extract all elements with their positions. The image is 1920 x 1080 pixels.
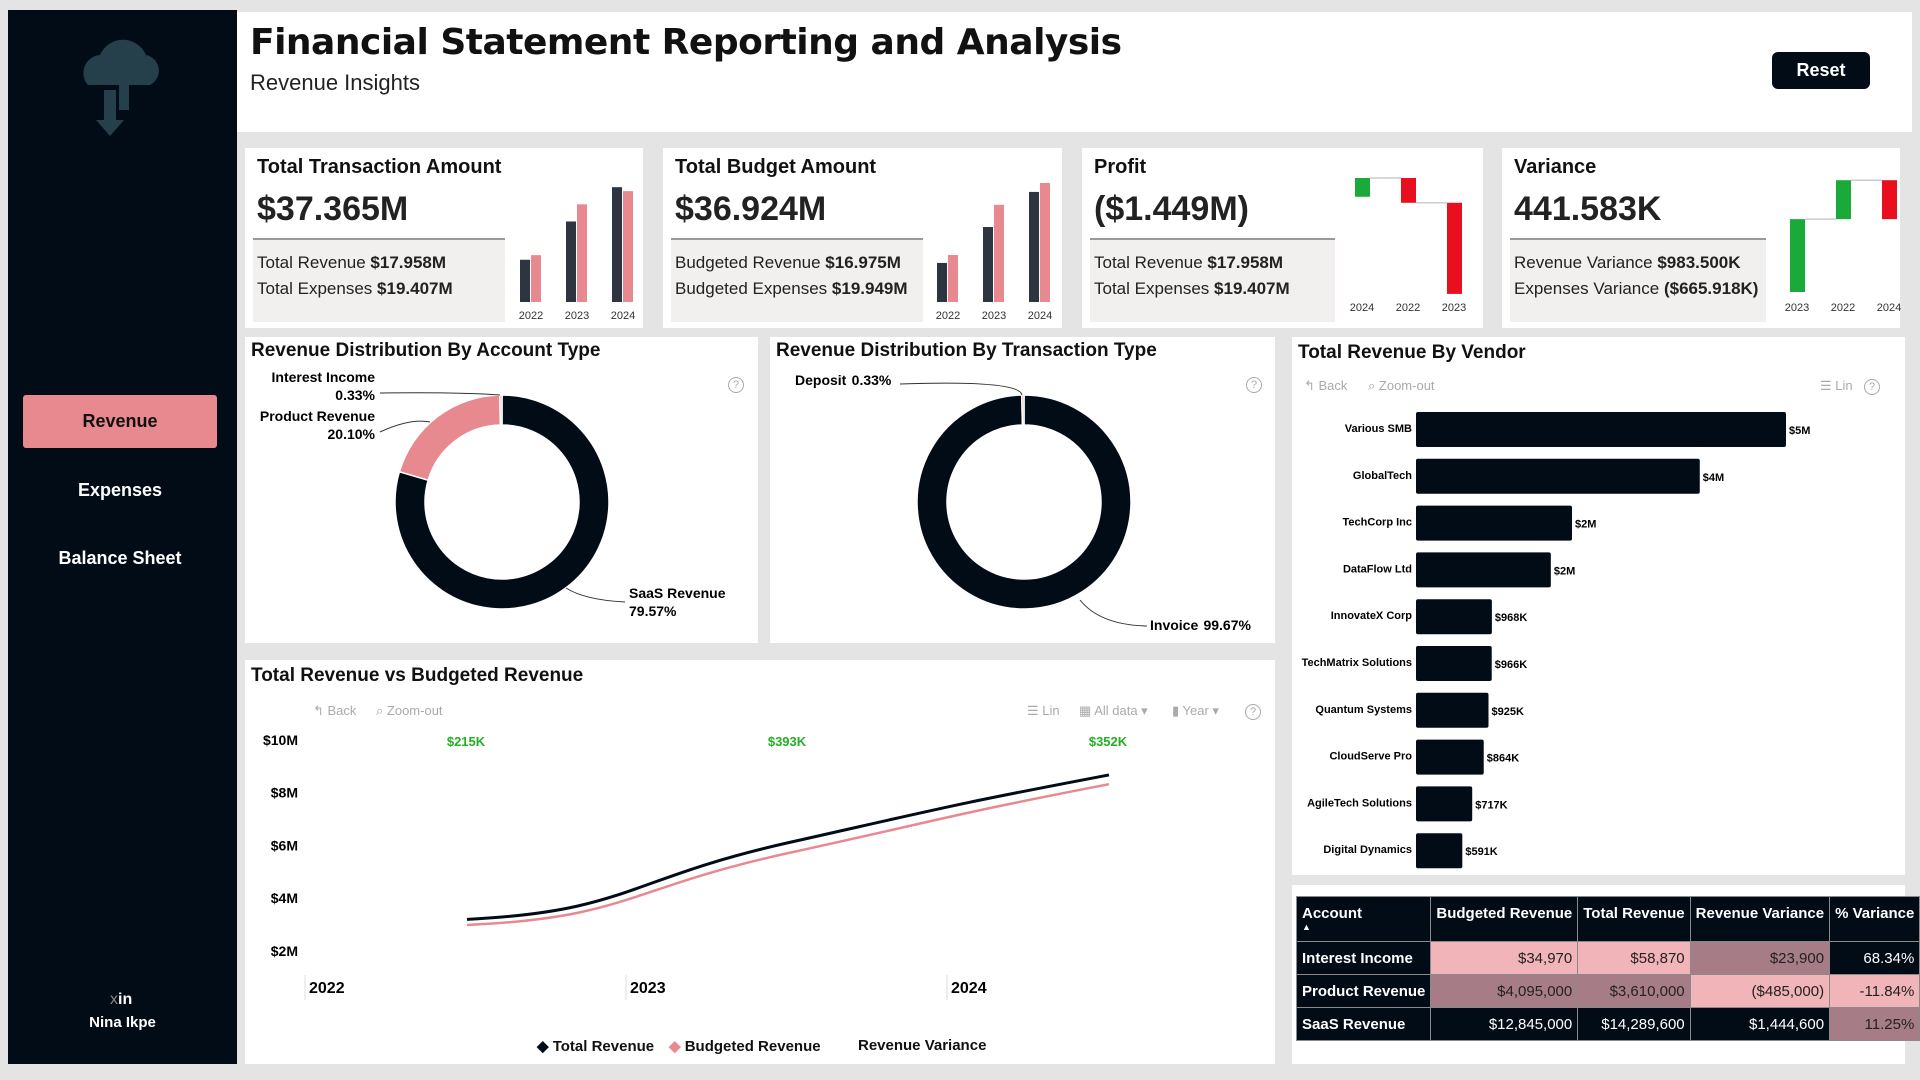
table-header-row: Account ▲ Budgeted Revenue Total Revenue Rev… xyxy=(1295,896,1920,942)
help-icon[interactable]: ? xyxy=(1245,704,1261,720)
help-icon[interactable]: ? xyxy=(728,377,744,393)
kpi-title: Total Budget Amount xyxy=(675,156,877,178)
zoom-out-button[interactable]: ⌕ Zoom-out xyxy=(376,703,443,718)
column-header[interactable]: Total Revenue xyxy=(1577,896,1691,942)
cloud-upload-download-icon xyxy=(83,39,159,136)
linear-scale-button[interactable]: ☰ Lin xyxy=(1820,378,1853,393)
x-social-icon[interactable]: x xyxy=(110,991,118,1008)
panel-title: Revenue Distribution By Account Type xyxy=(251,340,601,361)
kpi-title: Total Transaction Amount xyxy=(257,156,502,178)
reset-button[interactable]: Reset xyxy=(1772,52,1870,89)
linkedin-icon[interactable]: in xyxy=(118,991,133,1008)
table-cell: 11.25% xyxy=(1829,1007,1920,1041)
kpi-details: Total Revenue $17.958M Total Expenses $19… xyxy=(1090,238,1335,322)
back-button[interactable]: ↰ Back xyxy=(1304,378,1348,393)
kpi-card-profit: Profit ($1.449M) Total Revenue $17.958M T… xyxy=(1082,148,1483,328)
table-cell: $12,845,000 xyxy=(1430,1007,1579,1041)
kpi-value: $37.365M xyxy=(257,190,409,228)
kpi-value: $36.924M xyxy=(675,190,827,228)
column-header-label: Revenue Variance xyxy=(1695,905,1825,922)
kpi-details: Revenue Variance $983.500K Expenses Varia… xyxy=(1510,238,1766,322)
table-cell: SaaS Revenue xyxy=(1295,1007,1432,1041)
table-row: SaaS Revenue $12,845,000 $14,289,600 $1,444… xyxy=(1295,1007,1920,1041)
kpi-value: 441.583K xyxy=(1514,190,1662,228)
account-type-panel: Revenue Distribution By Account Type ? xyxy=(245,337,758,643)
table-cell: $4,095,000 xyxy=(1430,974,1579,1008)
table-cell: $3,610,000 xyxy=(1577,974,1691,1008)
table-cell: $1,444,600 xyxy=(1689,1007,1831,1041)
sort-ascending-icon[interactable]: ▲ xyxy=(1302,922,1311,932)
table-cell: -11.84% xyxy=(1829,974,1920,1008)
kpi-card-budget: Total Budget Amount $36.924M Budgeted Re… xyxy=(663,148,1062,328)
table-cell: $58,870 xyxy=(1577,941,1691,975)
kpi-card-transaction: Total Transaction Amount $37.365M Total … xyxy=(245,148,643,328)
table-cell: $14,289,600 xyxy=(1577,1007,1691,1041)
zoom-out-button[interactable]: ⌕ Zoom-out xyxy=(1368,378,1435,393)
kpi-details: Budgeted Revenue $16.975M Budgeted Expens… xyxy=(671,238,923,322)
column-header-label: Total Revenue xyxy=(1583,905,1685,922)
table-cell: Product Revenue xyxy=(1295,974,1432,1008)
table-cell: $34,970 xyxy=(1430,941,1579,975)
panel-title: Total Revenue By Vendor xyxy=(1298,342,1526,363)
year-dropdown[interactable]: ▮ Year ▾ xyxy=(1172,703,1219,718)
column-header[interactable]: % Variance xyxy=(1829,896,1920,942)
sidebar: Revenue Expenses Balance Sheet xin Nina … xyxy=(8,10,237,1064)
kpi-title: Profit xyxy=(1094,156,1147,178)
linear-scale-button[interactable]: ☰ Lin xyxy=(1027,703,1060,718)
back-button[interactable]: ↰ Back xyxy=(313,703,357,718)
revenue-table: Account ▲ Budgeted Revenue Total Revenue Rev… xyxy=(1295,896,1920,1041)
column-header-label: Budgeted Revenue xyxy=(1436,905,1573,922)
column-header[interactable]: Revenue Variance xyxy=(1689,896,1831,942)
all-data-dropdown[interactable]: ▦ All data ▾ xyxy=(1079,703,1148,718)
nav-revenue-button[interactable]: Revenue xyxy=(23,395,217,448)
help-icon[interactable]: ? xyxy=(1864,379,1880,395)
panel-title: Total Revenue vs Budgeted Revenue xyxy=(251,665,584,686)
vendor-panel: Total Revenue By Vendor ↰ Back ⌕ Zoom-ou… xyxy=(1292,337,1905,875)
legend-revenue-variance[interactable]: Revenue Variance xyxy=(858,1037,987,1054)
kpi-title: Variance xyxy=(1514,156,1597,178)
header: Financial Statement Reporting and Analys… xyxy=(237,12,1912,132)
revenue-vs-budget-panel: Total Revenue vs Budgeted Revenue ↰ Back… xyxy=(245,660,1275,1064)
table-cell: $23,900 xyxy=(1689,941,1831,975)
column-header[interactable]: Account ▲ xyxy=(1295,896,1432,942)
column-header[interactable]: Budgeted Revenue xyxy=(1430,896,1579,942)
table-cell: ($485,000) xyxy=(1689,974,1831,1008)
table-cell: 68.34% xyxy=(1829,941,1920,975)
kpi-details: Total Revenue $17.958M Total Expenses $19… xyxy=(253,238,505,322)
legend-budgeted-revenue[interactable]: ◆ Budgeted Revenue xyxy=(669,1038,821,1055)
author-name: Nina Ikpe xyxy=(89,1014,156,1031)
help-icon[interactable]: ? xyxy=(1246,377,1262,393)
page-subtitle: Revenue Insights xyxy=(250,70,420,95)
kpi-value: ($1.449M) xyxy=(1094,190,1249,228)
kpi-card-variance: Variance 441.583K Revenue Variance $983.… xyxy=(1502,148,1900,328)
nav-balance-sheet-button[interactable]: Balance Sheet xyxy=(58,548,182,568)
table-cell: Interest Income xyxy=(1295,941,1432,975)
panel-title: Revenue Distribution By Transaction Type xyxy=(776,340,1157,361)
nav-expenses-button[interactable]: Expenses xyxy=(77,480,163,500)
column-header-label: Account xyxy=(1302,905,1362,922)
transaction-type-panel: Revenue Distribution By Transaction Type… xyxy=(770,337,1275,643)
table-row: Product Revenue $4,095,000 $3,610,000 ($485… xyxy=(1295,974,1920,1008)
column-header-label: % Variance xyxy=(1835,905,1915,922)
legend-total-revenue[interactable]: ◆ Total Revenue xyxy=(537,1038,655,1055)
page-title: Financial Statement Reporting and Analys… xyxy=(250,22,1122,63)
table-row: Interest Income $34,970 $58,870 $23,900 68.3… xyxy=(1295,941,1920,975)
